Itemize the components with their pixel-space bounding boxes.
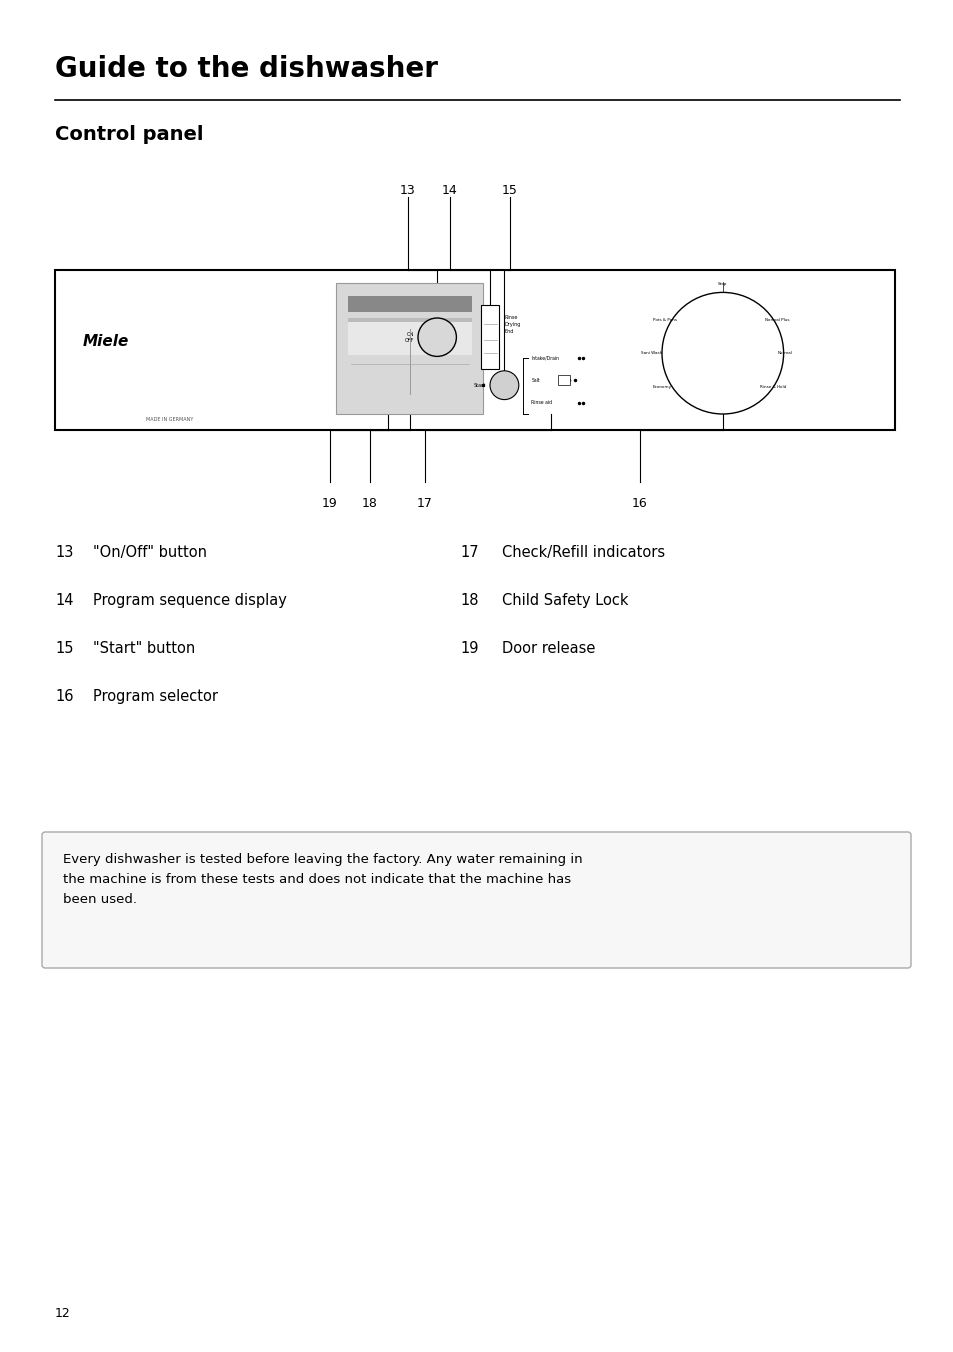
Text: Rinse & Hold: Rinse & Hold [760, 384, 786, 388]
Circle shape [661, 292, 782, 414]
Text: 18: 18 [362, 498, 377, 510]
Bar [336, 283, 483, 414]
Text: 14: 14 [441, 184, 457, 197]
Text: Program selector: Program selector [92, 690, 218, 704]
Circle shape [490, 370, 518, 400]
Text: Salt: Salt [531, 379, 539, 383]
Text: Program sequence display: Program sequence display [92, 594, 287, 608]
Text: "On/Off" button: "On/Off" button [92, 545, 207, 560]
Text: 12: 12 [55, 1307, 71, 1320]
Text: Rinse aid: Rinse aid [531, 400, 552, 406]
Text: Control panel: Control panel [55, 124, 203, 145]
Bar [558, 376, 570, 385]
Bar [348, 296, 471, 312]
Text: Normal: Normal [777, 352, 792, 356]
Text: 16: 16 [632, 498, 647, 510]
Text: 17: 17 [459, 545, 478, 560]
Text: Check/Refill indicators: Check/Refill indicators [501, 545, 664, 560]
Text: MADE IN GERMANY: MADE IN GERMANY [146, 416, 193, 422]
Text: Pots & Pans: Pots & Pans [652, 318, 677, 322]
Bar [348, 322, 471, 356]
Text: 18: 18 [459, 594, 478, 608]
Text: Door release: Door release [501, 641, 595, 656]
Text: Economy: Economy [652, 384, 671, 388]
Text: 19: 19 [459, 641, 478, 656]
Text: Child Safety Lock: Child Safety Lock [501, 594, 628, 608]
Text: Intake/Drain: Intake/Drain [531, 356, 558, 361]
Text: 15: 15 [55, 641, 73, 656]
Text: "Start" button: "Start" button [92, 641, 195, 656]
Text: 16: 16 [55, 690, 73, 704]
Text: 17: 17 [416, 498, 433, 510]
Text: 13: 13 [55, 545, 73, 560]
Text: 19: 19 [322, 498, 337, 510]
Text: Guide to the dishwasher: Guide to the dishwasher [55, 55, 437, 82]
Text: Start: Start [474, 383, 485, 388]
Text: 13: 13 [399, 184, 416, 197]
Text: Normal Plus: Normal Plus [764, 318, 789, 322]
Text: ON
OFF: ON OFF [404, 331, 414, 342]
Bar [348, 318, 471, 329]
Text: Rinse
Drying
End: Rinse Drying End [504, 315, 520, 334]
Text: Stop: Stop [718, 283, 727, 287]
Circle shape [417, 318, 456, 357]
Bar [480, 306, 498, 369]
Text: Sani Wash: Sani Wash [640, 352, 661, 356]
Text: 15: 15 [501, 184, 517, 197]
Text: Every dishwasher is tested before leaving the factory. Any water remaining in
th: Every dishwasher is tested before leavin… [63, 853, 582, 906]
Text: Miele: Miele [83, 334, 130, 350]
Bar [55, 270, 894, 430]
FancyBboxPatch shape [42, 831, 910, 968]
Text: 14: 14 [55, 594, 73, 608]
